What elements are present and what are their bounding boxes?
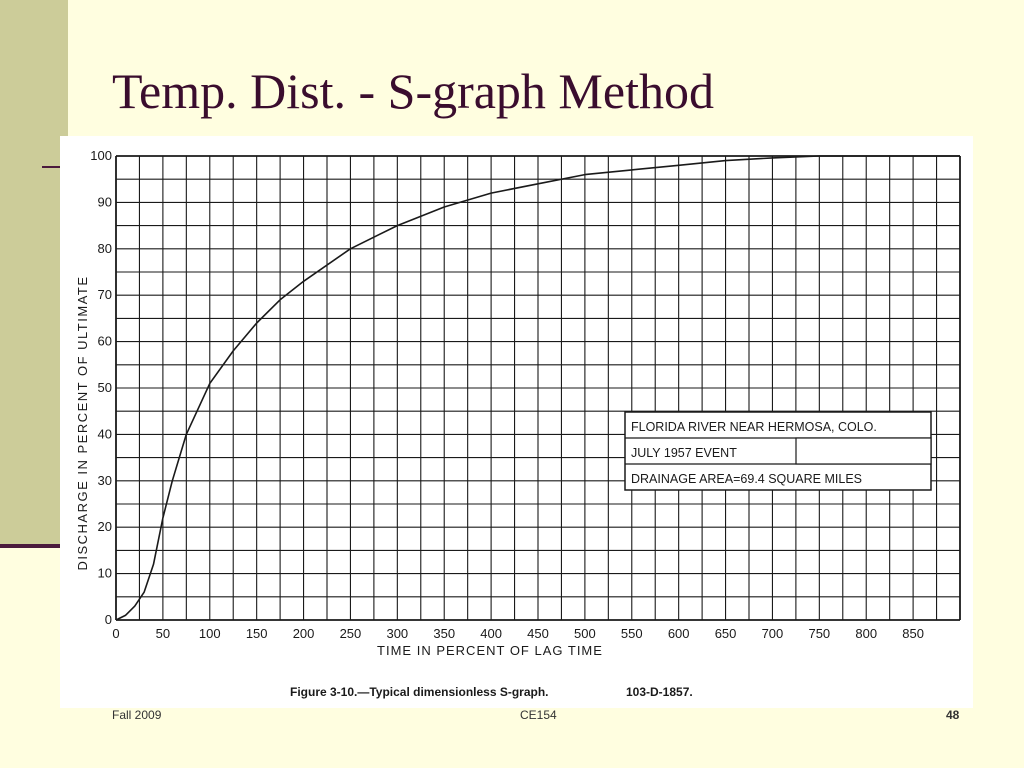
figure-caption: Figure 3-10.—Typical dimensionless S-gra… — [290, 685, 549, 699]
y-tick-label: 50 — [98, 380, 112, 395]
x-tick-label: 350 — [433, 626, 455, 641]
y-tick-label: 60 — [98, 334, 112, 349]
x-tick-label: 200 — [293, 626, 315, 641]
s-graph-chart: 0 50 100 150 200 250 300 350 400 450 500 550 600 650 7… — [75, 148, 961, 699]
legend-line-1: FLORIDA RIVER NEAR HERMOSA, COLO. — [631, 420, 877, 434]
x-tick-label: 650 — [715, 626, 737, 641]
legend-line-3: DRAINAGE AREA=69.4 SQUARE MILES — [631, 472, 862, 486]
x-tick-label: 150 — [246, 626, 268, 641]
x-tick-label: 400 — [480, 626, 502, 641]
y-tick-label: 30 — [98, 473, 112, 488]
x-tick-label: 50 — [156, 626, 170, 641]
y-tick-label: 20 — [98, 519, 112, 534]
chart-tick-labels: 0 50 100 150 200 250 300 350 400 450 500 550 600 650 7… — [90, 148, 924, 641]
x-tick-label: 300 — [386, 626, 408, 641]
x-tick-label: 500 — [574, 626, 596, 641]
x-axis-label: TIME IN PERCENT OF LAG TIME — [377, 643, 603, 658]
x-tick-label: 550 — [621, 626, 643, 641]
x-tick-label: 250 — [340, 626, 362, 641]
s-curve-line — [115, 155, 960, 621]
y-tick-label: 90 — [98, 194, 112, 209]
y-tick-label: 100 — [90, 148, 112, 163]
legend-notch — [795, 437, 932, 465]
y-tick-label: 40 — [98, 426, 112, 441]
x-tick-label: 100 — [199, 626, 221, 641]
x-tick-label: 450 — [527, 626, 549, 641]
figure-id: 103-D-1857. — [626, 685, 693, 699]
y-tick-label: 80 — [98, 241, 112, 256]
left-accent-rule — [0, 544, 60, 548]
chart-grid — [115, 155, 961, 621]
y-tick-label: 10 — [98, 566, 112, 581]
legend-box: FLORIDA RIVER NEAR HERMOSA, COLO. JULY 1… — [624, 411, 932, 491]
footer-date: Fall 2009 — [112, 708, 162, 722]
slide-title: Temp. Dist. - S-graph Method — [112, 63, 714, 119]
x-tick-label: 700 — [762, 626, 784, 641]
x-tick-label: 850 — [902, 626, 924, 641]
footer-course: CE154 — [520, 708, 557, 722]
x-tick-label: 600 — [668, 626, 690, 641]
s-curve-series — [115, 155, 960, 621]
x-tick-label: 0 — [112, 626, 119, 641]
y-axis-label: DISCHARGE IN PERCENT OF ULTIMATE — [75, 275, 90, 570]
x-tick-label: 750 — [808, 626, 830, 641]
page-number: 48 — [946, 708, 960, 722]
y-tick-label: 70 — [98, 287, 112, 302]
left-accent-band — [0, 0, 68, 546]
legend-line-2: JULY 1957 EVENT — [631, 446, 737, 460]
s-graph-figure: 0 50 100 150 200 250 300 350 400 450 500 550 600 650 7… — [60, 136, 973, 708]
y-tick-label: 0 — [105, 612, 112, 627]
x-tick-label: 800 — [855, 626, 877, 641]
title-underline-tick — [42, 166, 60, 168]
